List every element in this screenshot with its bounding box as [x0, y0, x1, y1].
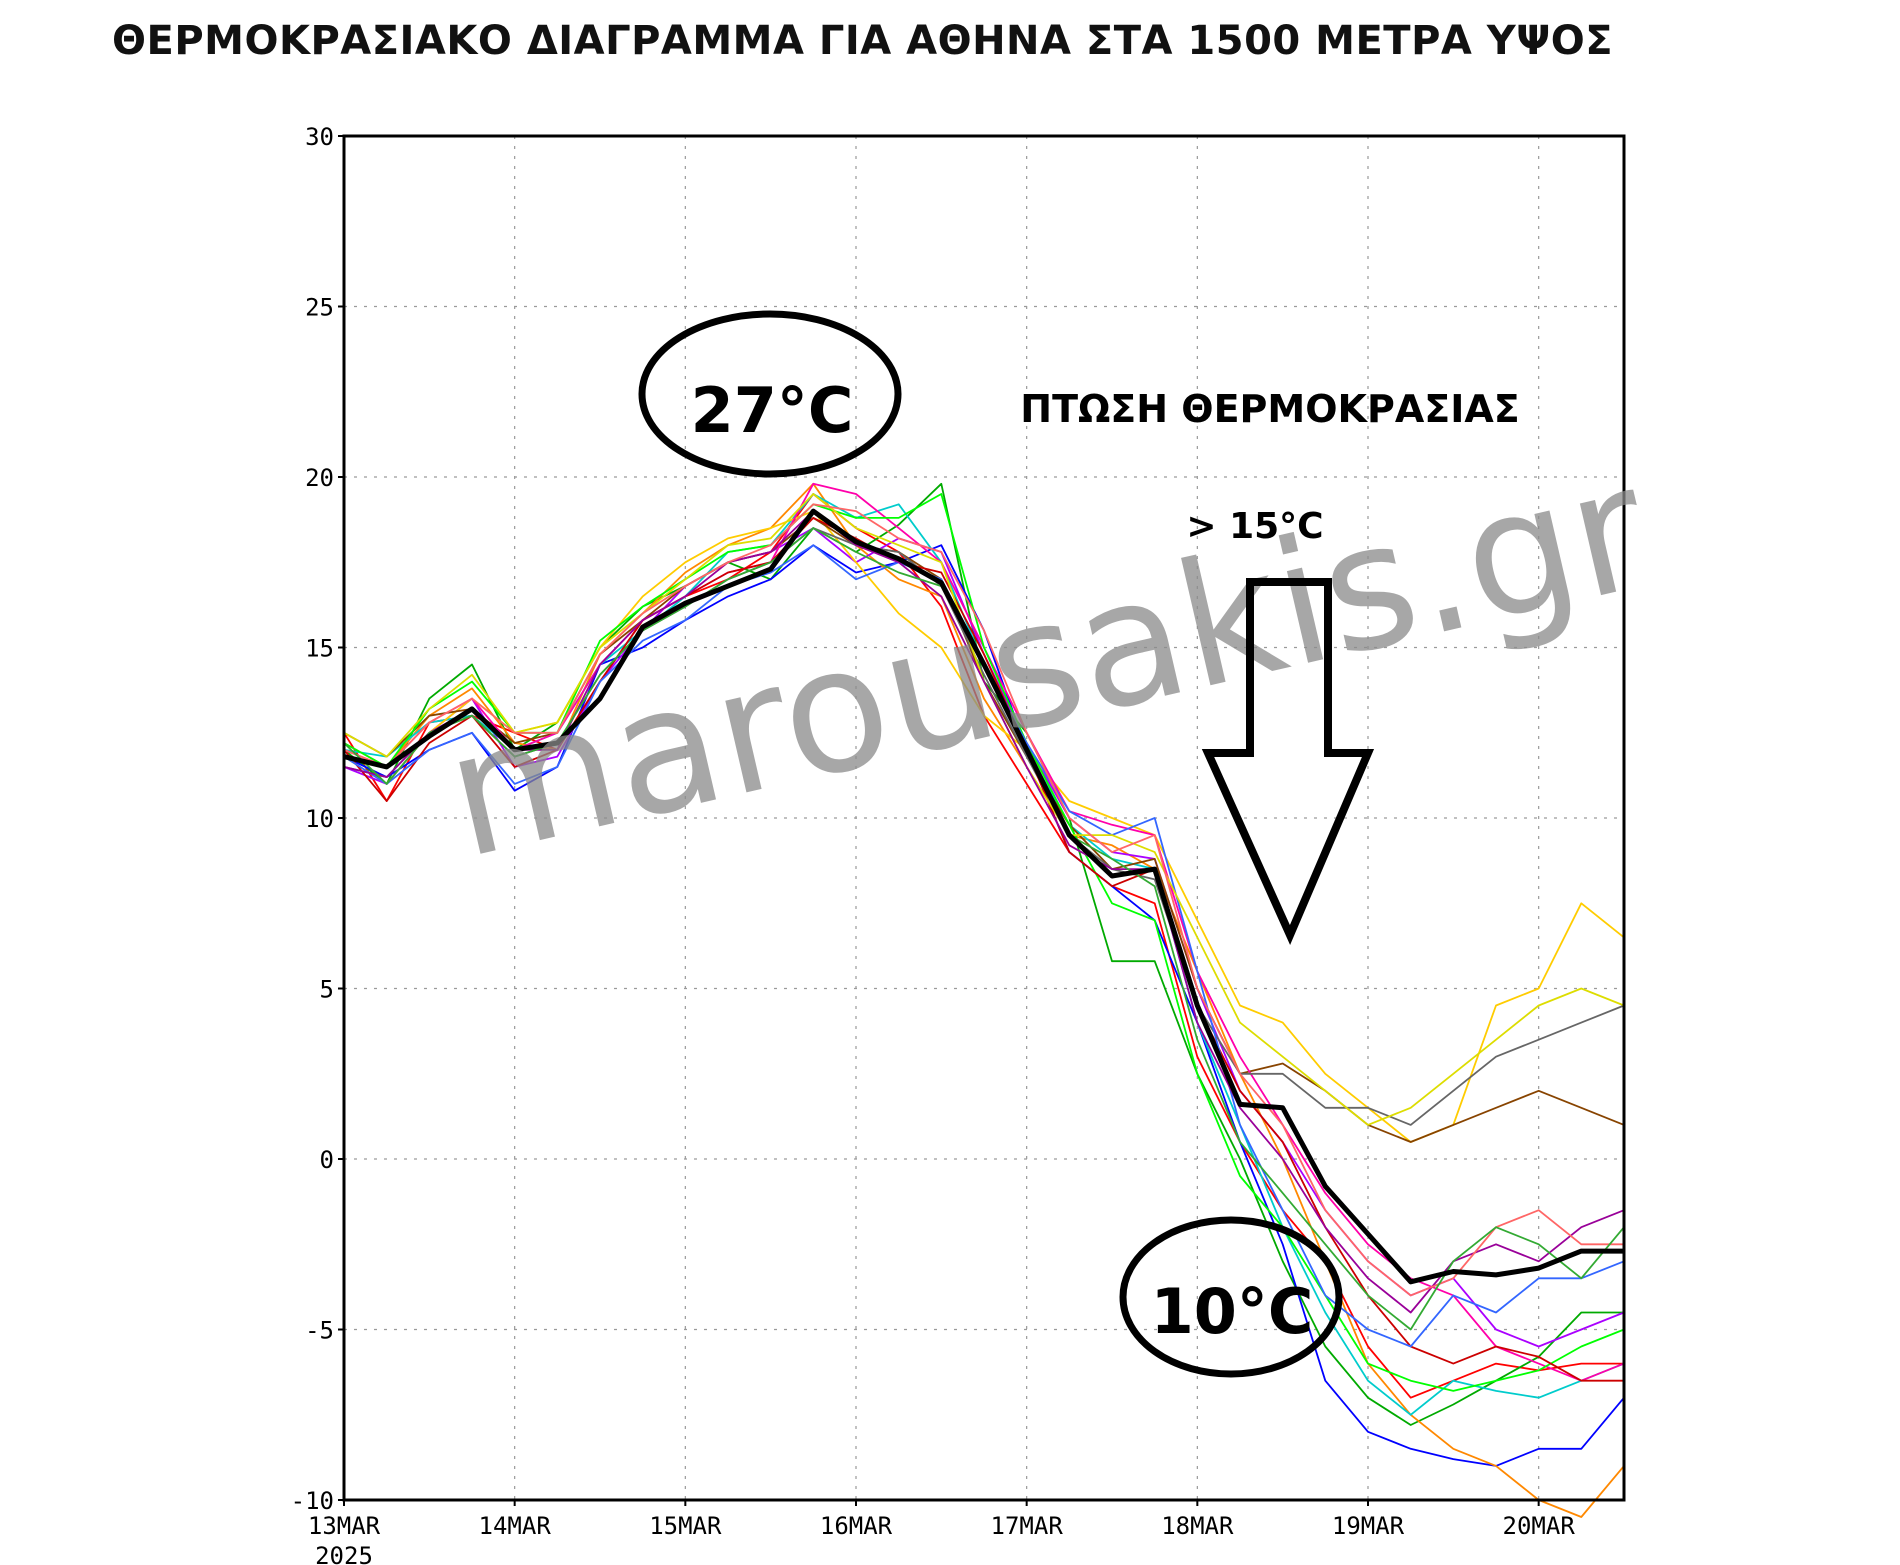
drop-amount-label: > 15°C — [1186, 506, 1323, 547]
plot-frame — [342, 134, 1626, 1502]
y-tick-label: 15 — [305, 635, 334, 663]
mean-line — [343, 508, 1624, 1285]
y-tick-label: -5 — [305, 1317, 334, 1345]
low-label: 10°C — [1151, 1275, 1314, 1348]
y-axis-ticks: 30 25 20 15 10 5 0 -5 -10 — [291, 123, 344, 1515]
low-ellipse — [1119, 1216, 1343, 1378]
x-tick-label: 17MAR — [991, 1512, 1064, 1540]
y-tick-label: 25 — [305, 294, 334, 322]
x-tick-label: 16MAR — [820, 1512, 893, 1540]
x-tick-label: 15MAR — [649, 1512, 722, 1540]
y-tick-label: 30 — [305, 123, 334, 151]
peak-label: 27°C — [691, 374, 854, 447]
member-line — [343, 503, 1624, 1297]
y-tick-label: 5 — [320, 976, 334, 1004]
y-tick-label: -10 — [291, 1487, 334, 1515]
y-tick-label: 10 — [305, 805, 334, 833]
peak-ellipse — [638, 310, 902, 478]
x-tick-label: 14MAR — [479, 1512, 552, 1540]
drop-label: ΠΤΩΣΗ ΘΕΡΜΟΚΡΑΣΙΑΣ — [1020, 387, 1519, 431]
x-tick-label: 19MAR — [1332, 1512, 1405, 1540]
x-axis-ticks: 13MAR 14MAR 15MAR 16MAR 17MAR 18MAR 19MAR 20MAR… — [308, 1500, 1575, 1565]
y-tick-label: 0 — [320, 1146, 334, 1174]
member-line — [343, 510, 1625, 1314]
x-tick-label: 18MAR — [1161, 1512, 1234, 1540]
chart-title: ΘΕΡΜΟΚΡΑΣΙΑΚΟ ΔΙΑΓΡΑΜΜΑ ΓΙΑ ΑΘΗΝΑ ΣΤΑ 15… — [112, 18, 1614, 64]
x-tick-label: 13MAR — [308, 1512, 381, 1540]
x-tick-label: 20MAR — [1503, 1512, 1576, 1540]
x-year-label: 2025 — [315, 1542, 373, 1565]
down-arrow-icon — [1201, 578, 1375, 945]
y-tick-label: 20 — [305, 464, 334, 492]
ensemble-mean — [343, 508, 1624, 1285]
watermark-text: marousakis.gr — [429, 427, 1664, 898]
